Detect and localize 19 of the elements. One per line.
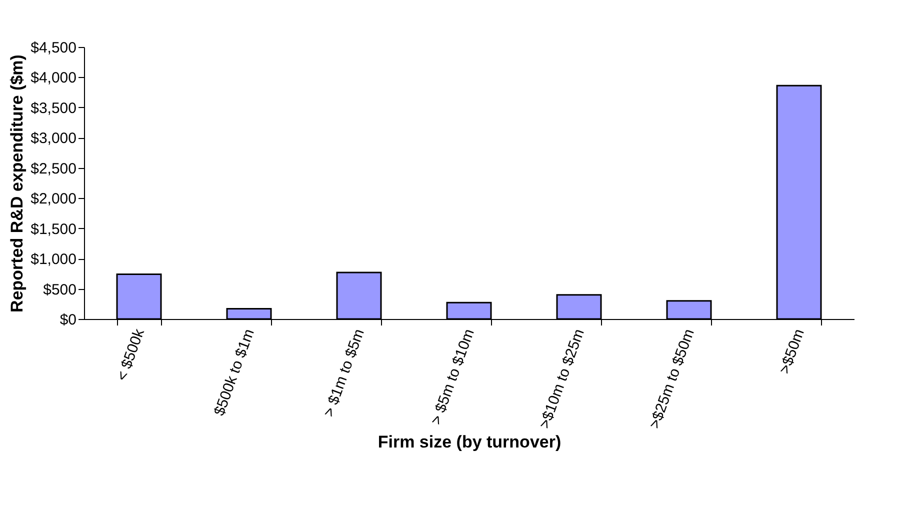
x-axis-title: Firm size (by turnover)	[378, 432, 562, 452]
y-tick-label: $0	[60, 312, 76, 328]
y-tick-label: $2,500	[30, 160, 76, 178]
x-tick-label: $500k to $1m	[210, 326, 258, 418]
y-tick-label: $500	[43, 281, 76, 298]
x-tick-label: >$25m to $50m	[646, 326, 698, 431]
x-tick-label: >$10m to $25m	[536, 326, 588, 431]
y-tick-label: $2,000	[30, 190, 76, 208]
y-tick-label: $3,000	[30, 130, 76, 148]
y-axis-title: Reported R&D expenditure ($m)	[8, 54, 27, 312]
y-tick-label: $1,500	[30, 220, 76, 238]
y-tick-label: $3,500	[30, 100, 76, 117]
y-tick-label: $4,000	[30, 70, 76, 87]
y-tick-label: $4,500	[30, 40, 76, 56]
y-tick-label: $1,000	[30, 251, 76, 268]
x-tick-label: < $500k	[114, 326, 148, 384]
x-tick-label: >$50m	[776, 326, 808, 376]
x-tick-label: > $5m to $10m	[428, 326, 478, 428]
x-tick-label: > $1m to $5m	[320, 326, 368, 420]
